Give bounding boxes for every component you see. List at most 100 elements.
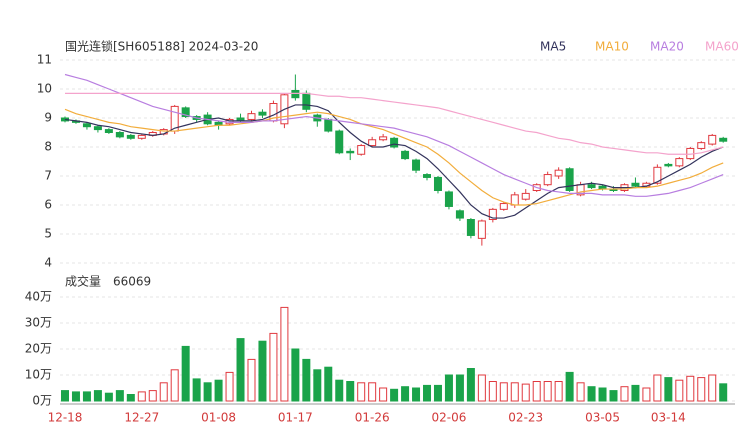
volume-bar <box>379 387 388 402</box>
y-tick-label: 5 <box>44 227 52 241</box>
volume-bar <box>357 382 366 402</box>
volume-bar <box>236 338 245 402</box>
volume-bar <box>521 383 530 402</box>
volume-bar <box>148 390 157 402</box>
candle-body <box>433 176 442 191</box>
volume-bar <box>170 369 179 402</box>
candle-body <box>499 203 508 210</box>
volume-bar <box>280 306 289 402</box>
candle-body <box>390 137 399 148</box>
y-tick-label: 20万 <box>25 342 52 356</box>
volume-bar <box>346 381 355 402</box>
candle-body <box>631 182 640 187</box>
volume-bar <box>390 388 399 402</box>
chart-title: 国光连锁[SH605188] 2024-03-20 <box>65 39 258 54</box>
y-tick-label: 0万 <box>32 394 52 408</box>
x-tick-label: 01-26 <box>355 411 390 425</box>
x-tick-label: 02-06 <box>432 411 467 425</box>
candle-body <box>697 142 706 149</box>
candle-body <box>521 192 530 200</box>
candle-body <box>664 163 673 167</box>
candle-body <box>93 126 102 131</box>
volume-bar <box>214 379 223 402</box>
volume-latest: 66069 <box>113 275 151 289</box>
candle-body <box>543 174 552 186</box>
candle-body <box>137 134 146 139</box>
volume-bar <box>192 378 201 402</box>
candle-body <box>477 220 486 239</box>
volume-bar <box>444 374 453 402</box>
candle-body <box>554 169 563 177</box>
candle-body <box>488 208 497 221</box>
candle-body <box>324 118 333 132</box>
volume-bar <box>719 383 728 402</box>
volume-bar <box>93 390 102 402</box>
volume-bar <box>642 387 651 402</box>
candle-body <box>719 137 728 142</box>
volume-bar <box>466 368 475 402</box>
volume-bar <box>269 332 278 402</box>
candle-body <box>247 113 256 120</box>
volume-bar <box>499 382 508 402</box>
volume-bar <box>510 382 519 402</box>
volume-bar <box>203 382 212 402</box>
y-tick-label: 9 <box>44 111 52 125</box>
candle-body <box>412 159 421 171</box>
y-tick-label: 4 <box>44 256 52 270</box>
y-tick-label: 7 <box>44 169 52 183</box>
volume-bar <box>565 371 574 402</box>
candle-body <box>379 136 388 141</box>
volume-bar <box>598 387 607 402</box>
volume-bar <box>82 391 91 402</box>
y-tick-label: 10 <box>37 82 52 96</box>
x-tick-label: 03-14 <box>651 411 686 425</box>
candle-body <box>455 210 464 219</box>
volume-bar <box>225 371 234 402</box>
ma-line <box>65 92 724 155</box>
volume-bar <box>433 384 442 402</box>
volume-bar <box>104 392 113 402</box>
candle-body <box>302 92 311 110</box>
candle-body <box>357 145 366 155</box>
candle-body <box>675 158 684 167</box>
candle-body <box>466 219 475 236</box>
volume-bar <box>554 381 563 402</box>
volume-bar <box>159 382 168 402</box>
volume-bar <box>313 369 322 402</box>
volume-bar <box>423 384 432 402</box>
legend-label: MA60 <box>705 40 739 54</box>
candle-body <box>181 107 190 118</box>
volume-bar <box>401 386 410 402</box>
candle-body <box>115 132 124 138</box>
candle-body <box>510 194 519 206</box>
legend-label: MA5 <box>540 40 566 54</box>
volume-bar <box>587 386 596 402</box>
x-tick-label: 01-17 <box>278 411 313 425</box>
candle-body <box>335 130 344 154</box>
volume-bar <box>137 391 146 402</box>
candle-body <box>104 129 113 134</box>
ma-line <box>64 104 724 219</box>
candle-body <box>126 134 135 139</box>
y-tick-label: 30万 <box>25 316 52 330</box>
candle-body <box>653 166 662 184</box>
candle-body <box>423 174 432 178</box>
volume-bar <box>258 340 267 402</box>
volume-bar <box>455 374 464 402</box>
volume-bar <box>335 379 344 402</box>
volume-bar <box>675 379 684 402</box>
volume-bar <box>477 374 486 402</box>
candle-body <box>565 168 574 191</box>
candle-body <box>82 123 91 128</box>
x-tick-label: 02-23 <box>508 411 543 425</box>
candle-body <box>708 134 717 145</box>
legend-label: MA10 <box>595 40 629 54</box>
volume-bar <box>247 358 256 402</box>
candle-body <box>401 150 410 160</box>
x-tick-label: 12-18 <box>48 411 83 425</box>
volume-bar <box>697 377 706 402</box>
candle-body <box>587 184 596 189</box>
ma-line <box>64 73 724 197</box>
volume-bar <box>61 390 69 402</box>
volume-bar <box>543 381 552 402</box>
